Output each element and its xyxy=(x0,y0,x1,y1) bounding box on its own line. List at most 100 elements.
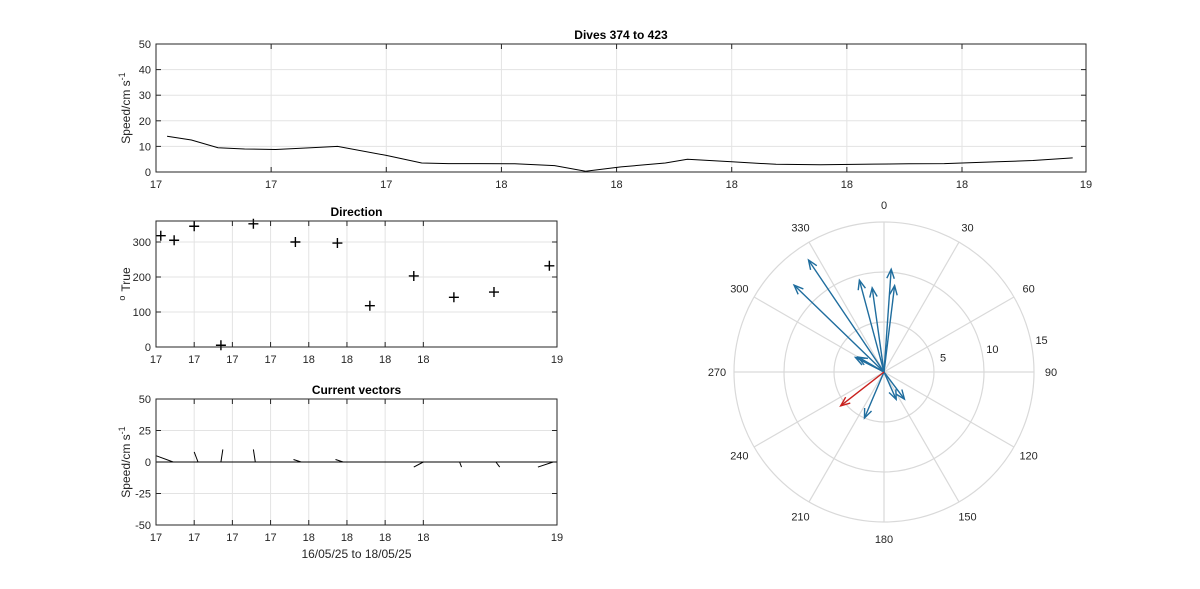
direction-axes: 17 17 17 17 18 18 18 18 19 0 100 200 300 Direction o Tr… xyxy=(117,205,563,366)
direction-x-tick-label: 17 xyxy=(150,354,162,366)
compass-ring xyxy=(733,221,1035,523)
speed-axes: 17 17 17 18 18 18 18 18 19 0 10 20 30 40 50 Dives 374 t… xyxy=(117,28,1092,191)
vectors-y-label: Speed/cm s-1 xyxy=(117,426,133,497)
speed-x-tick-label: 19 xyxy=(1080,179,1092,191)
vectors-title: Current vectors xyxy=(312,383,402,397)
speed-y-tick-label: 10 xyxy=(139,141,151,153)
compass-vector-shaft xyxy=(883,269,892,373)
compass-spoke xyxy=(883,241,960,373)
speed-y-tick-label: 40 xyxy=(139,65,151,77)
compass-vector-shaft xyxy=(793,284,885,373)
speed-title: Dives 374 to 423 xyxy=(574,28,668,42)
compass-vector-shaft xyxy=(857,356,885,373)
compass-vector-shaft xyxy=(883,285,896,373)
compass-vector-head xyxy=(895,389,906,401)
compass-angle-label: 330 xyxy=(791,222,809,234)
direction-point xyxy=(544,260,555,271)
vectors-x-tick-label: 19 xyxy=(551,532,563,544)
direction-y-tick-label: 100 xyxy=(133,307,151,319)
speed-y-tick-label: 30 xyxy=(139,90,151,102)
speed-x-tick-label: 17 xyxy=(265,179,277,191)
vectors-y-label-superscript: -1 xyxy=(117,426,127,434)
direction-point xyxy=(408,270,419,281)
compass-vector-head xyxy=(839,396,851,408)
speed-series-line xyxy=(167,135,1073,172)
direction-x-tick-label: 17 xyxy=(226,354,238,366)
direction-y-label-main: True xyxy=(119,267,133,292)
direction-x-tick-label: 17 xyxy=(264,354,276,366)
vectors-x-tick-label: 18 xyxy=(417,532,429,544)
compass-angle-label: 240 xyxy=(730,451,748,463)
speed-x-tick-label: 18 xyxy=(841,179,853,191)
direction-y-tick-label: 300 xyxy=(133,237,151,249)
direction-x-tick-label: 18 xyxy=(379,354,391,366)
speed-x-tick-label: 18 xyxy=(610,179,622,191)
direction-point xyxy=(189,221,200,232)
speed-y-tick-label: 0 xyxy=(145,167,151,179)
vectors-vector-stick xyxy=(155,455,174,463)
vectors-vector-stick xyxy=(335,459,344,463)
vectors-vector-stick xyxy=(537,461,554,468)
compass-spoke xyxy=(808,371,885,503)
compass-vector-shaft xyxy=(807,259,885,373)
vectors-vector-stick xyxy=(293,459,302,463)
direction-y-tick-label: 200 xyxy=(133,272,151,284)
speed-x-tick-label: 17 xyxy=(380,179,392,191)
direction-point xyxy=(364,300,375,311)
compass-angle-label: 0 xyxy=(881,200,887,212)
compass-radius-label: 10 xyxy=(986,344,998,356)
compass-radius-label: 5 xyxy=(940,353,946,365)
direction-y-tick-label: 0 xyxy=(145,342,151,354)
compass-vector-shaft xyxy=(883,371,906,400)
compass-vector-head xyxy=(888,389,897,402)
vectors-y-tick-label: -25 xyxy=(135,489,151,501)
direction-point xyxy=(488,287,499,298)
compass-radius-label: 15 xyxy=(1035,335,1047,347)
direction-x-tick-label: 17 xyxy=(188,354,200,366)
current-vectors-axes: 17 17 17 17 18 18 18 18 19 -50 -25 0 25 50 Current vec… xyxy=(117,383,563,561)
compass-angle-label: 90 xyxy=(1045,367,1057,379)
direction-title: Direction xyxy=(330,205,382,219)
vectors-x-label: 16/05/25 to 18/05/25 xyxy=(301,547,411,561)
direction-point xyxy=(155,230,166,241)
direction-point xyxy=(215,340,226,351)
vectors-y-label-main: Speed/cm s xyxy=(119,434,133,497)
direction-y-label: o True xyxy=(117,267,133,301)
vectors-vector-stick xyxy=(459,461,462,468)
vectors-x-tick-label: 17 xyxy=(150,532,162,544)
compass-angle-label: 180 xyxy=(875,534,893,546)
direction-point xyxy=(290,237,301,247)
vectors-vector-stick xyxy=(252,449,256,463)
vectors-x-tick-label: 18 xyxy=(341,532,353,544)
vectors-x-tick-label: 18 xyxy=(379,532,391,544)
compass-spoke xyxy=(883,371,1015,448)
vectors-y-tick-label: -50 xyxy=(135,520,151,532)
compass-vector-head xyxy=(807,258,818,271)
compass-angle-label: 60 xyxy=(1023,284,1035,296)
vectors-vector-stick xyxy=(413,461,424,468)
compass-angle-label: 120 xyxy=(1019,451,1037,463)
vectors-y-tick-label: 25 xyxy=(139,426,151,438)
compass-spoke xyxy=(808,241,885,373)
compass-angle-label: 210 xyxy=(791,512,809,524)
vectors-y-tick-label: 0 xyxy=(145,457,151,469)
vectors-x-tick-label: 18 xyxy=(303,532,315,544)
compass-angle-label: 270 xyxy=(708,367,726,379)
compass-vector-head xyxy=(869,285,878,298)
compass-vector-head xyxy=(889,283,898,296)
vectors-vector-stick xyxy=(220,449,224,463)
compass-vector-head xyxy=(863,408,873,420)
direction-plot-area xyxy=(156,221,557,347)
compass-vector-shaft xyxy=(871,287,885,373)
direction-x-tick-label: 18 xyxy=(303,354,315,366)
compass-vector-head xyxy=(792,283,804,295)
speed-y-label-superscript: -1 xyxy=(117,72,127,80)
compass-vector-shaft xyxy=(840,371,885,407)
compass-angle-label: 30 xyxy=(961,222,973,234)
compass-ring xyxy=(783,271,985,473)
speed-y-tick-label: 50 xyxy=(139,39,151,51)
compass-vector-head xyxy=(856,356,869,366)
compass-spoke xyxy=(883,296,1015,373)
direction-point xyxy=(248,218,259,229)
